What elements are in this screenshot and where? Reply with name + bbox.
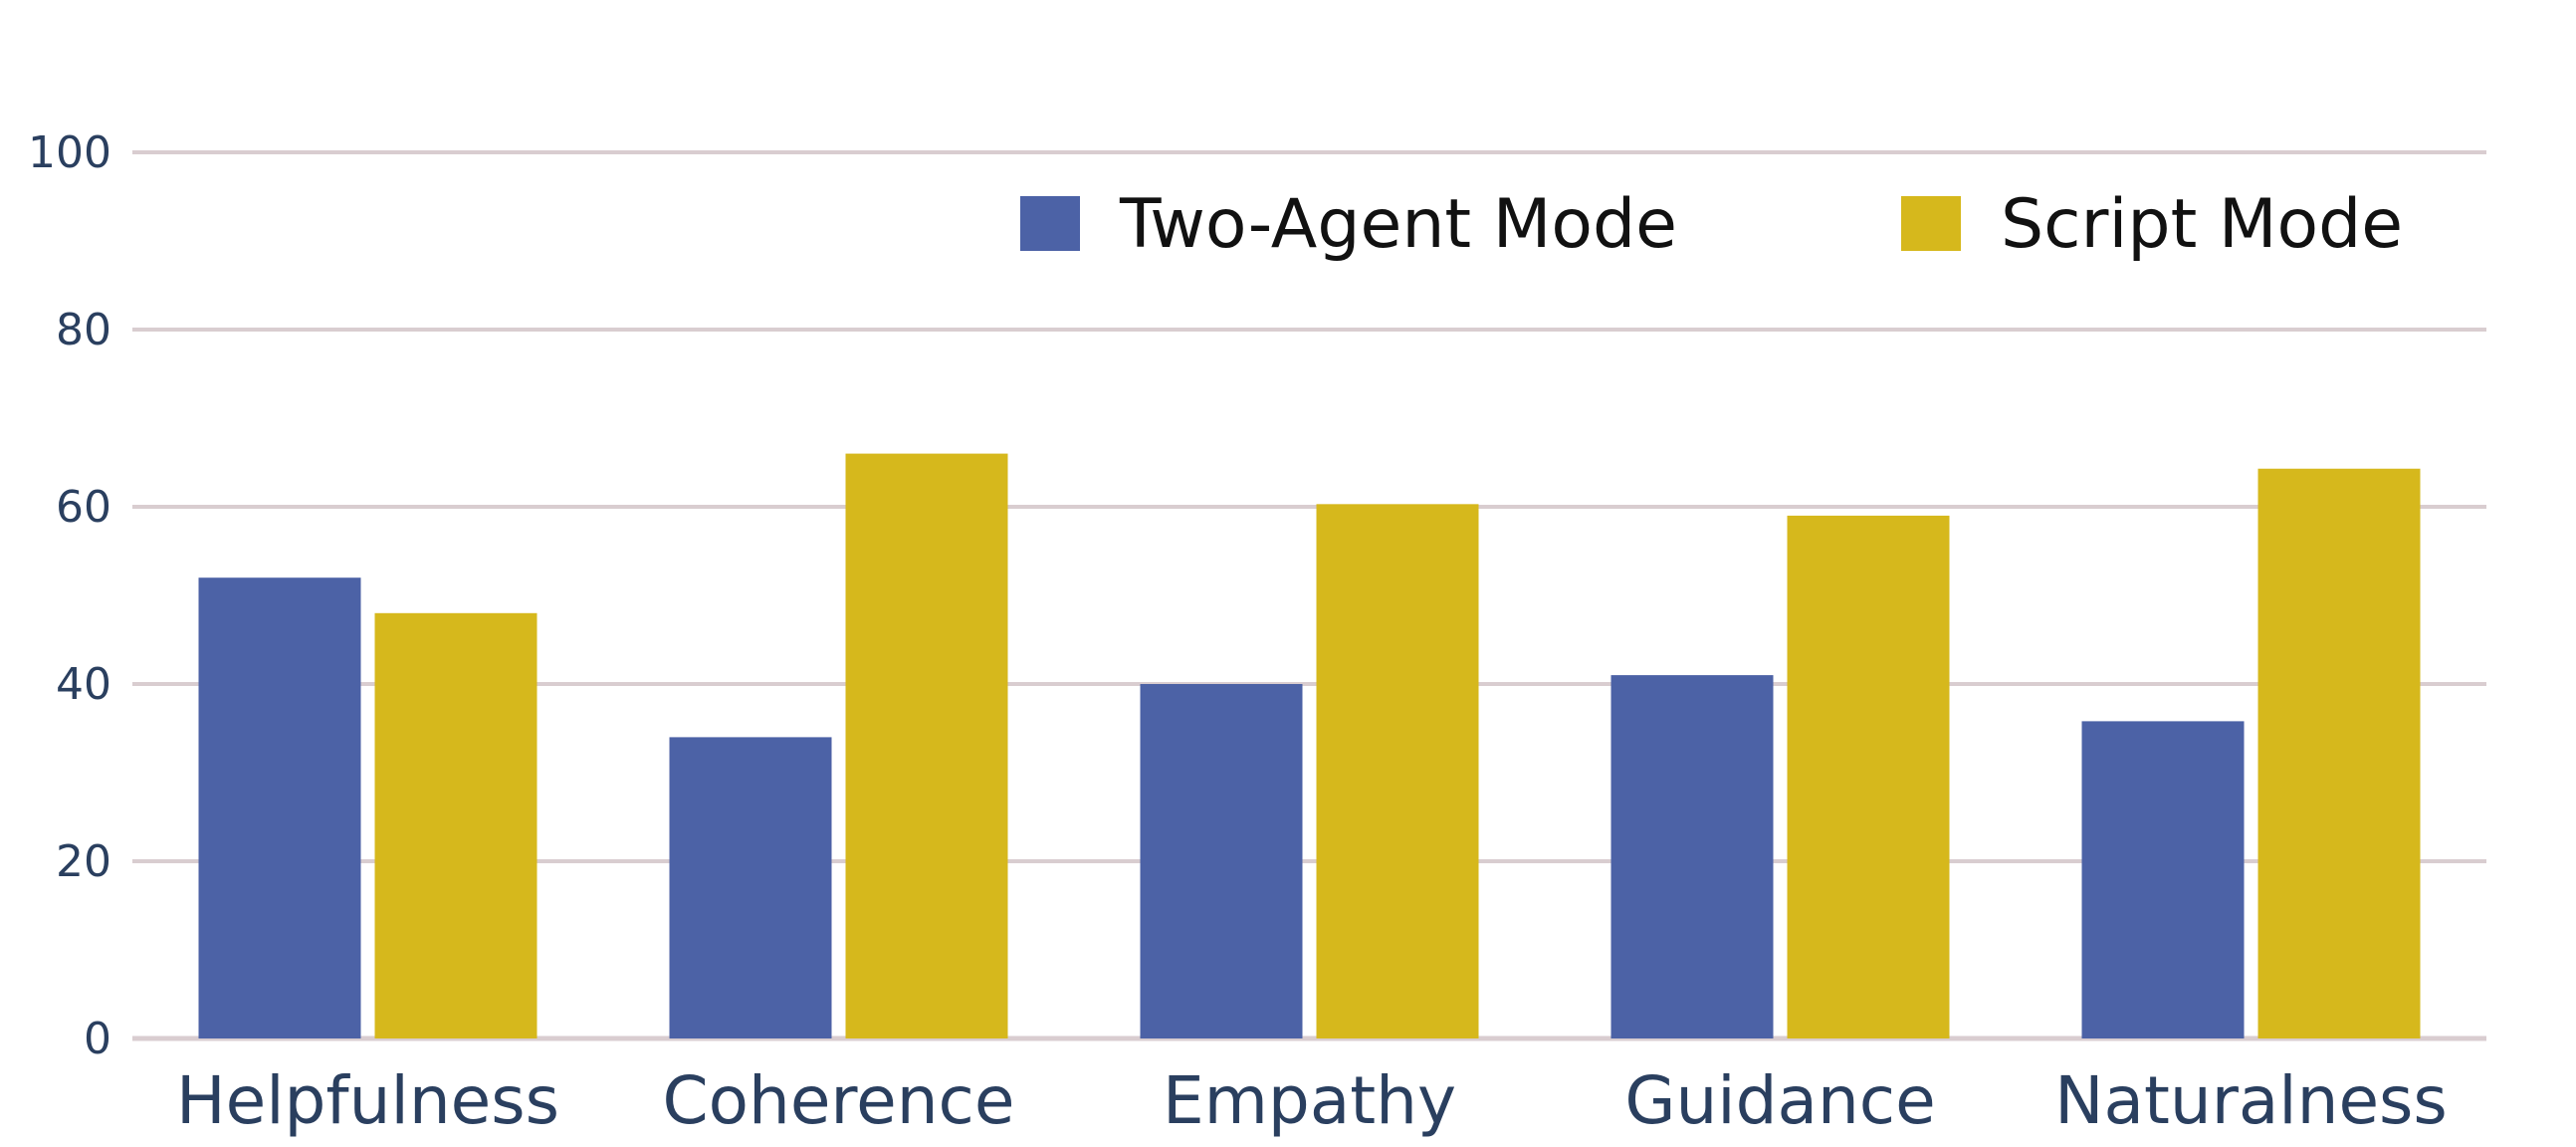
x-tick-label: Coherence (663, 1062, 1015, 1139)
legend: Two-Agent Mode Script Mode (1020, 185, 2403, 264)
x-tick-label: Helpfulness (176, 1062, 559, 1139)
y-tick-label: 100 (28, 127, 111, 178)
legend-swatch (1901, 196, 1961, 251)
y-tick-label: 80 (56, 305, 111, 355)
bar-two-agent-mode-empathy (1140, 684, 1303, 1038)
legend-label: Script Mode (2001, 185, 2403, 264)
y-tick-label: 40 (56, 659, 111, 710)
bar-script-mode-guidance (1787, 515, 1950, 1038)
y-tick-label: 20 (56, 836, 111, 887)
y-axis-ticks: 0 20 40 60 80 100 (28, 127, 111, 1064)
y-tick-label: 0 (84, 1014, 111, 1064)
y-tick-label: 60 (56, 482, 111, 533)
legend-swatch (1020, 196, 1080, 251)
bars (198, 453, 2421, 1039)
bar-two-agent-mode-naturalness (2081, 721, 2245, 1038)
x-tick-label: Empathy (1163, 1062, 1456, 1139)
bar-script-mode-naturalness (2257, 468, 2421, 1039)
bar-script-mode-helpfulness (374, 612, 537, 1038)
bar-script-mode-coherence (845, 453, 1008, 1039)
bar-two-agent-mode-guidance (1610, 675, 1774, 1038)
legend-label: Two-Agent Mode (1119, 185, 1677, 264)
x-tick-label: Guidance (1624, 1062, 1935, 1139)
x-axis-ticks: Helpfulness Coherence Empathy Guidance Natur… (176, 1062, 2448, 1139)
bar-two-agent-mode-helpfulness (198, 577, 361, 1038)
bar-script-mode-empathy (1316, 504, 1479, 1039)
bar-two-agent-mode-coherence (669, 737, 832, 1038)
x-tick-label: Naturalness (2054, 1062, 2448, 1139)
